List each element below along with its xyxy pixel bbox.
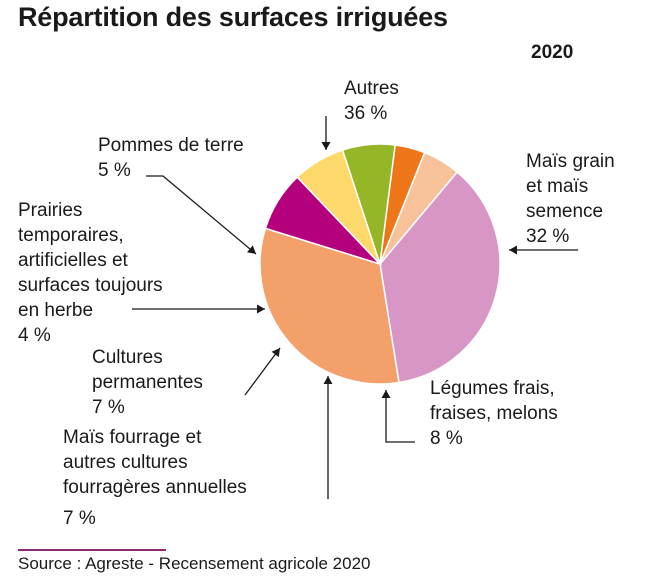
slice-label-4-line-1: permanentes [92, 372, 203, 393]
slice-label-5-line-3: surfaces toujours [18, 275, 163, 296]
slice-label-5-line-2: artificielles et [18, 250, 129, 271]
slice-label-5: Prairies temporaires, artificielles et surf… [18, 200, 163, 346]
slice-label-6-line-0: Pommes de terre [98, 135, 244, 156]
pie-slice-6 [379, 151, 459, 265]
slice-label-6: Pommes de terre 5 % [98, 135, 244, 181]
leader-line-6 [146, 175, 257, 255]
slice-label-3: Maïs fourrage et autres cultures fourragèr… [63, 427, 247, 529]
pie-slice-0 [379, 171, 501, 384]
source-divider [18, 549, 166, 551]
slice-label-6-line-1: 5 % [98, 160, 131, 181]
slice-label-4-line-2: 7 % [92, 397, 125, 418]
slice-label-1-line-1: et maïs [526, 176, 588, 197]
slice-label-4: Cultures permanentes 7 % [92, 347, 203, 418]
source-note: Source : Agreste - Recensement agricole … [18, 554, 371, 573]
slice-label-5-line-5: 4 % [18, 325, 51, 346]
chart-year: 2020 [531, 42, 574, 63]
leader-arrowhead-6 [247, 245, 256, 254]
slice-label-1-line-2: semence [526, 201, 603, 222]
leader-line-4 [244, 347, 281, 396]
leader-arrowhead-5 [257, 304, 265, 314]
slice-label-3-line-0: Maïs fourrage et [63, 427, 202, 448]
leader-arrowhead-3 [323, 376, 333, 384]
slice-label-2-line-2: 8 % [430, 428, 463, 449]
slice-label-1-line-3: 32 % [526, 226, 569, 247]
leader-arrowhead-0 [321, 142, 331, 150]
slice-label-2: Légumes frais, fraises, melons 8 % [430, 378, 558, 449]
slice-label-5-line-0: Prairies [18, 200, 82, 221]
pie-slice-1 [259, 227, 400, 385]
slice-label-3-line-1: autres cultures [63, 452, 188, 473]
slice-label-4-line-0: Cultures [92, 347, 163, 368]
slice-label-5-line-4: en herbe [18, 300, 93, 321]
slice-label-0-line-0: Autres [344, 78, 399, 99]
leader-arrowhead-1 [509, 245, 517, 255]
slice-label-0: Autres 36 % [344, 78, 399, 124]
chart-title: Répartition des surfaces irriguées [18, 2, 448, 32]
leader-line-2 [385, 390, 415, 443]
slice-label-1: Maïs grain et maïs semence 32 % [526, 151, 615, 247]
slice-label-2-line-1: fraises, melons [430, 403, 558, 424]
slice-label-5-line-1: temporaires, [18, 225, 124, 246]
slice-label-0-line-1: 36 % [344, 103, 387, 124]
slice-label-3-line-2: fourragères annuelles [63, 477, 247, 498]
slice-label-2-line-0: Légumes frais, [430, 378, 555, 399]
leader-arrowhead-4 [271, 348, 280, 358]
slice-label-1-line-0: Maïs grain [526, 151, 615, 172]
slice-label-3-line-3: 7 % [63, 508, 96, 529]
leader-arrowhead-2 [381, 390, 391, 398]
